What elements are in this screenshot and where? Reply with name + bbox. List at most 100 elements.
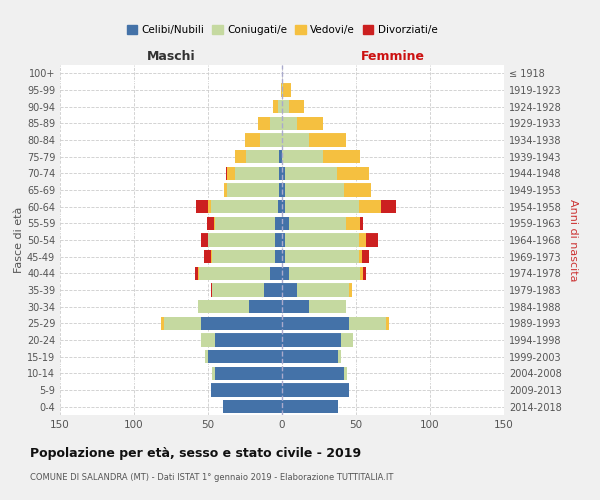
Bar xyxy=(212,250,275,264)
Bar xyxy=(359,250,362,264)
Bar xyxy=(279,166,282,180)
Bar xyxy=(260,134,282,146)
Bar xyxy=(282,184,285,196)
Bar xyxy=(344,366,347,380)
Bar xyxy=(211,200,278,213)
Bar xyxy=(259,116,270,130)
Bar xyxy=(273,100,278,114)
Bar xyxy=(227,184,279,196)
Bar xyxy=(282,400,338,413)
Bar xyxy=(200,334,215,346)
Bar xyxy=(278,100,282,114)
Bar xyxy=(285,166,337,180)
Bar xyxy=(245,134,260,146)
Bar xyxy=(208,234,275,246)
Bar xyxy=(197,300,250,314)
Bar xyxy=(275,234,282,246)
Bar xyxy=(194,266,197,280)
Bar xyxy=(208,200,211,213)
Bar xyxy=(308,300,346,314)
Bar xyxy=(282,100,289,114)
Bar xyxy=(282,266,289,280)
Bar xyxy=(206,216,214,230)
Bar xyxy=(282,366,344,380)
Bar xyxy=(282,316,349,330)
Bar xyxy=(361,266,364,280)
Bar xyxy=(278,200,282,213)
Bar xyxy=(344,184,371,196)
Text: COMUNE DI SALANDRA (MT) - Dati ISTAT 1° gennaio 2019 - Elaborazione TUTTITALIA.I: COMUNE DI SALANDRA (MT) - Dati ISTAT 1° … xyxy=(30,472,394,482)
Bar xyxy=(282,216,289,230)
Bar xyxy=(283,84,291,96)
Bar xyxy=(200,234,208,246)
Y-axis label: Anni di nascita: Anni di nascita xyxy=(568,198,578,281)
Bar xyxy=(282,250,285,264)
Bar xyxy=(282,334,341,346)
Text: Femmine: Femmine xyxy=(361,50,425,64)
Bar xyxy=(212,284,264,296)
Bar xyxy=(338,350,341,364)
Bar xyxy=(346,216,361,230)
Bar xyxy=(161,316,164,330)
Bar xyxy=(282,300,308,314)
Bar xyxy=(275,250,282,264)
Bar xyxy=(223,400,282,413)
Bar xyxy=(164,316,200,330)
Bar xyxy=(282,284,297,296)
Text: Maschi: Maschi xyxy=(146,50,196,64)
Bar xyxy=(361,216,364,230)
Legend: Celibi/Nubili, Coniugati/e, Vedovi/e, Divorziati/e: Celibi/Nubili, Coniugati/e, Vedovi/e, Di… xyxy=(122,21,442,40)
Bar xyxy=(386,316,389,330)
Bar xyxy=(199,266,270,280)
Bar xyxy=(282,166,285,180)
Bar xyxy=(227,166,235,180)
Bar xyxy=(349,316,386,330)
Bar xyxy=(279,150,282,164)
Bar xyxy=(364,266,367,280)
Bar xyxy=(289,266,361,280)
Bar xyxy=(349,284,352,296)
Bar xyxy=(337,166,370,180)
Bar xyxy=(282,350,338,364)
Bar xyxy=(282,150,323,164)
Bar xyxy=(297,284,349,296)
Y-axis label: Fasce di età: Fasce di età xyxy=(14,207,24,273)
Bar xyxy=(212,366,215,380)
Bar xyxy=(297,116,323,130)
Bar xyxy=(308,134,346,146)
Bar xyxy=(196,200,208,213)
Bar xyxy=(264,284,282,296)
Bar xyxy=(215,334,282,346)
Bar xyxy=(200,316,282,330)
Bar xyxy=(203,250,211,264)
Bar xyxy=(250,300,282,314)
Bar xyxy=(282,116,297,130)
Bar xyxy=(381,200,396,213)
Bar xyxy=(211,250,212,264)
Bar xyxy=(215,216,275,230)
Bar xyxy=(359,200,381,213)
Bar xyxy=(226,166,227,180)
Bar xyxy=(282,134,308,146)
Bar xyxy=(281,84,282,96)
Bar xyxy=(270,266,282,280)
Bar xyxy=(285,200,359,213)
Bar xyxy=(289,216,346,230)
Bar xyxy=(235,150,247,164)
Bar xyxy=(211,284,212,296)
Bar xyxy=(211,384,282,396)
Bar xyxy=(197,266,199,280)
Bar xyxy=(289,100,304,114)
Bar xyxy=(359,234,367,246)
Text: Popolazione per età, sesso e stato civile - 2019: Popolazione per età, sesso e stato civil… xyxy=(30,448,361,460)
Bar xyxy=(224,184,227,196)
Bar xyxy=(367,234,378,246)
Bar xyxy=(282,84,283,96)
Bar xyxy=(285,234,359,246)
Bar xyxy=(215,366,282,380)
Bar xyxy=(323,150,361,164)
Bar xyxy=(205,350,208,364)
Bar xyxy=(247,150,279,164)
Bar xyxy=(282,200,285,213)
Bar xyxy=(285,250,359,264)
